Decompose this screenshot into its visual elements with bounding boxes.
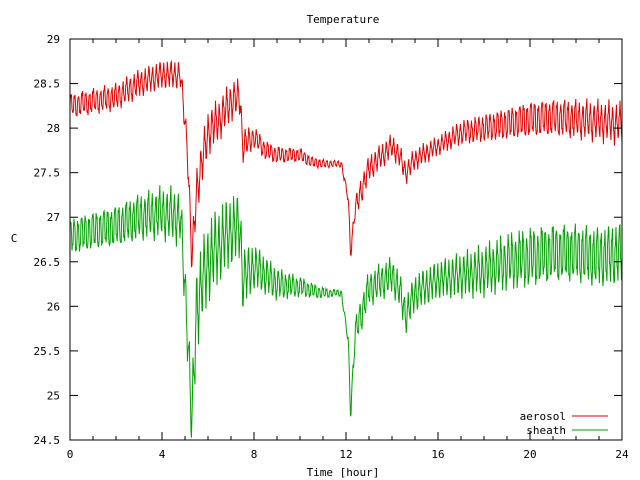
y-tick-label: 24.5 bbox=[34, 434, 61, 447]
legend-label-aerosol: aerosol bbox=[520, 410, 566, 423]
y-tick-label: 25.5 bbox=[34, 345, 61, 358]
series-line-aerosol bbox=[69, 59, 623, 268]
x-tick-label: 16 bbox=[431, 448, 444, 461]
x-tick-label: 0 bbox=[67, 448, 74, 461]
series-layer bbox=[69, 59, 623, 438]
y-tick-label: 25 bbox=[47, 389, 60, 402]
y-tick-label: 29 bbox=[47, 33, 60, 46]
x-tick-label: 12 bbox=[339, 448, 352, 461]
legend-label-sheath: sheath bbox=[526, 424, 566, 437]
x-tick-label: 20 bbox=[523, 448, 536, 461]
y-tick-label: 28 bbox=[47, 122, 60, 135]
axes-layer: 0 4 8 12 16 20 24 24.5 25 25.5 26 26.5 27 27.5 28 28.5 2… bbox=[34, 33, 629, 461]
y-axis-label: C bbox=[11, 232, 18, 245]
y-tick-label: 28.5 bbox=[34, 78, 61, 91]
x-tick-label: 4 bbox=[159, 448, 166, 461]
y-tick-label: 27 bbox=[47, 211, 60, 224]
y-tick-label: 26.5 bbox=[34, 256, 61, 269]
series-line-sheath bbox=[69, 185, 623, 438]
x-tick-label: 8 bbox=[251, 448, 258, 461]
y-tick-label: 26 bbox=[47, 300, 60, 313]
chart-title: Temperature bbox=[307, 13, 380, 26]
y-tick-label: 27.5 bbox=[34, 167, 61, 180]
x-axis-label: Time [hour] bbox=[307, 466, 380, 479]
x-tick-label: 24 bbox=[615, 448, 629, 461]
